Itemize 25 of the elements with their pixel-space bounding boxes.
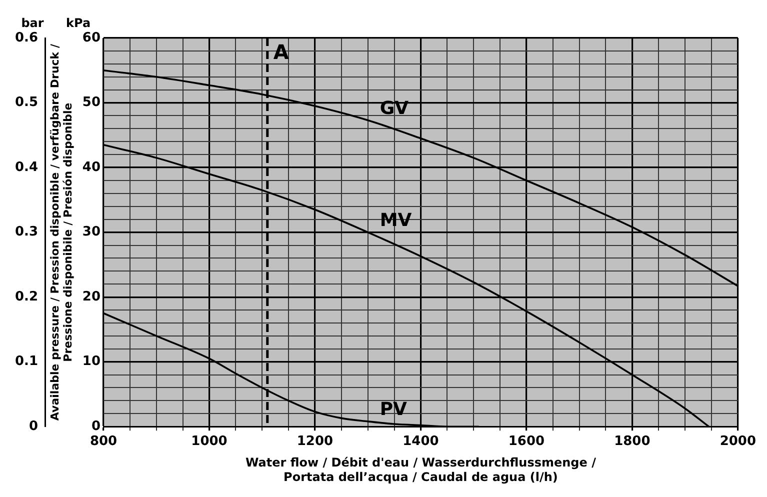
- y2-tick-label: 0.3: [15, 224, 38, 240]
- y-tick-label: 30: [82, 224, 101, 240]
- x-tick-label: 1600: [508, 434, 545, 449]
- y-tick-label: 60: [82, 30, 101, 46]
- y-axis-title: Available pressure / Pression disponible / verfügbare Druck / Pressione disponibile / Presión disponible: [48, 43, 75, 421]
- text: kPa: [66, 16, 91, 30]
- y2-tick-label: 0: [28, 418, 38, 434]
- x-tick-label: 2000: [720, 434, 756, 449]
- text: bar: [21, 16, 44, 30]
- y2-tick-label: 0.4: [15, 160, 38, 175]
- y-tick-label: 50: [82, 95, 101, 110]
- y-tick-label: 0: [91, 418, 101, 434]
- x-tick-label: 800: [90, 434, 118, 449]
- x-tick-label: 1800: [614, 434, 650, 449]
- y2-tick-label: 0.1: [15, 354, 38, 370]
- y2-tick-label: 0.6: [15, 30, 38, 46]
- y-tick-label: 20: [82, 289, 101, 304]
- y2-tick-label: 0.5: [15, 95, 38, 110]
- x-axis-title: Water flow / Débit d'eau / Wasserdurchflussmenge / Portata dell’acqua / Caudal de agua (l/h): [245, 456, 597, 484]
- y-tick-label: 10: [82, 354, 101, 370]
- x-tick-label: 1000: [191, 434, 228, 449]
- y2-tick-label: 0.2: [15, 289, 38, 304]
- x-tick-label: 1200: [296, 434, 334, 449]
- x-tick-label: 1400: [402, 434, 439, 449]
- y-tick-label: 40: [82, 160, 101, 175]
